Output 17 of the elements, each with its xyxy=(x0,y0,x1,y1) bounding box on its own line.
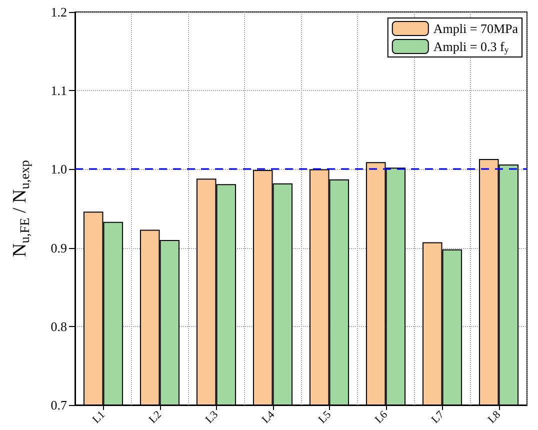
x-tick-label: L8 xyxy=(486,408,504,426)
y-tick-label: 0.7 xyxy=(50,398,68,412)
y-tick-label: 1.1 xyxy=(50,83,67,98)
legend-label: Ampli = 70MPa xyxy=(433,21,518,36)
y-tick-label: 0.8 xyxy=(50,318,67,334)
x-tick-label: L5 xyxy=(316,408,334,426)
x-tick-label: L6 xyxy=(372,408,390,426)
x-tick-label: L2 xyxy=(146,408,164,426)
y-tick-label: 0.9 xyxy=(50,240,67,256)
legend-label: Ampli = 0.3 fy xyxy=(433,39,510,54)
y-tick-label: 1.2 xyxy=(50,4,67,20)
y-tick-label: 1.0 xyxy=(50,162,67,177)
x-tick-label: L7 xyxy=(429,408,447,426)
y-axis-title: Nu,FE / Nu,exp xyxy=(10,160,32,257)
x-tick-label: L4 xyxy=(260,408,278,426)
x-tick-label: L1 xyxy=(90,408,108,426)
x-tick-label: L3 xyxy=(203,408,221,426)
